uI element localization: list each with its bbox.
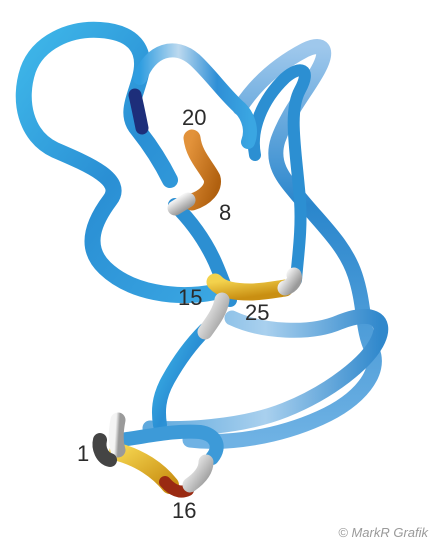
residue-label-8: 8 (219, 202, 231, 224)
residue-label-16: 16 (172, 500, 196, 522)
residue-label-15: 15 (178, 287, 202, 309)
backbone-left-top-loop (24, 30, 215, 295)
copyright-notice: © MarkR Grafik (338, 525, 428, 540)
residue-label-1: 1 (77, 443, 89, 465)
residue-label-20: 20 (182, 107, 206, 129)
residue-label-25: 25 (245, 302, 269, 324)
backbone-left-lower-strand (159, 330, 205, 425)
disulfide-bond-20-8 (175, 138, 240, 208)
backbone-dark-segment (135, 95, 142, 128)
